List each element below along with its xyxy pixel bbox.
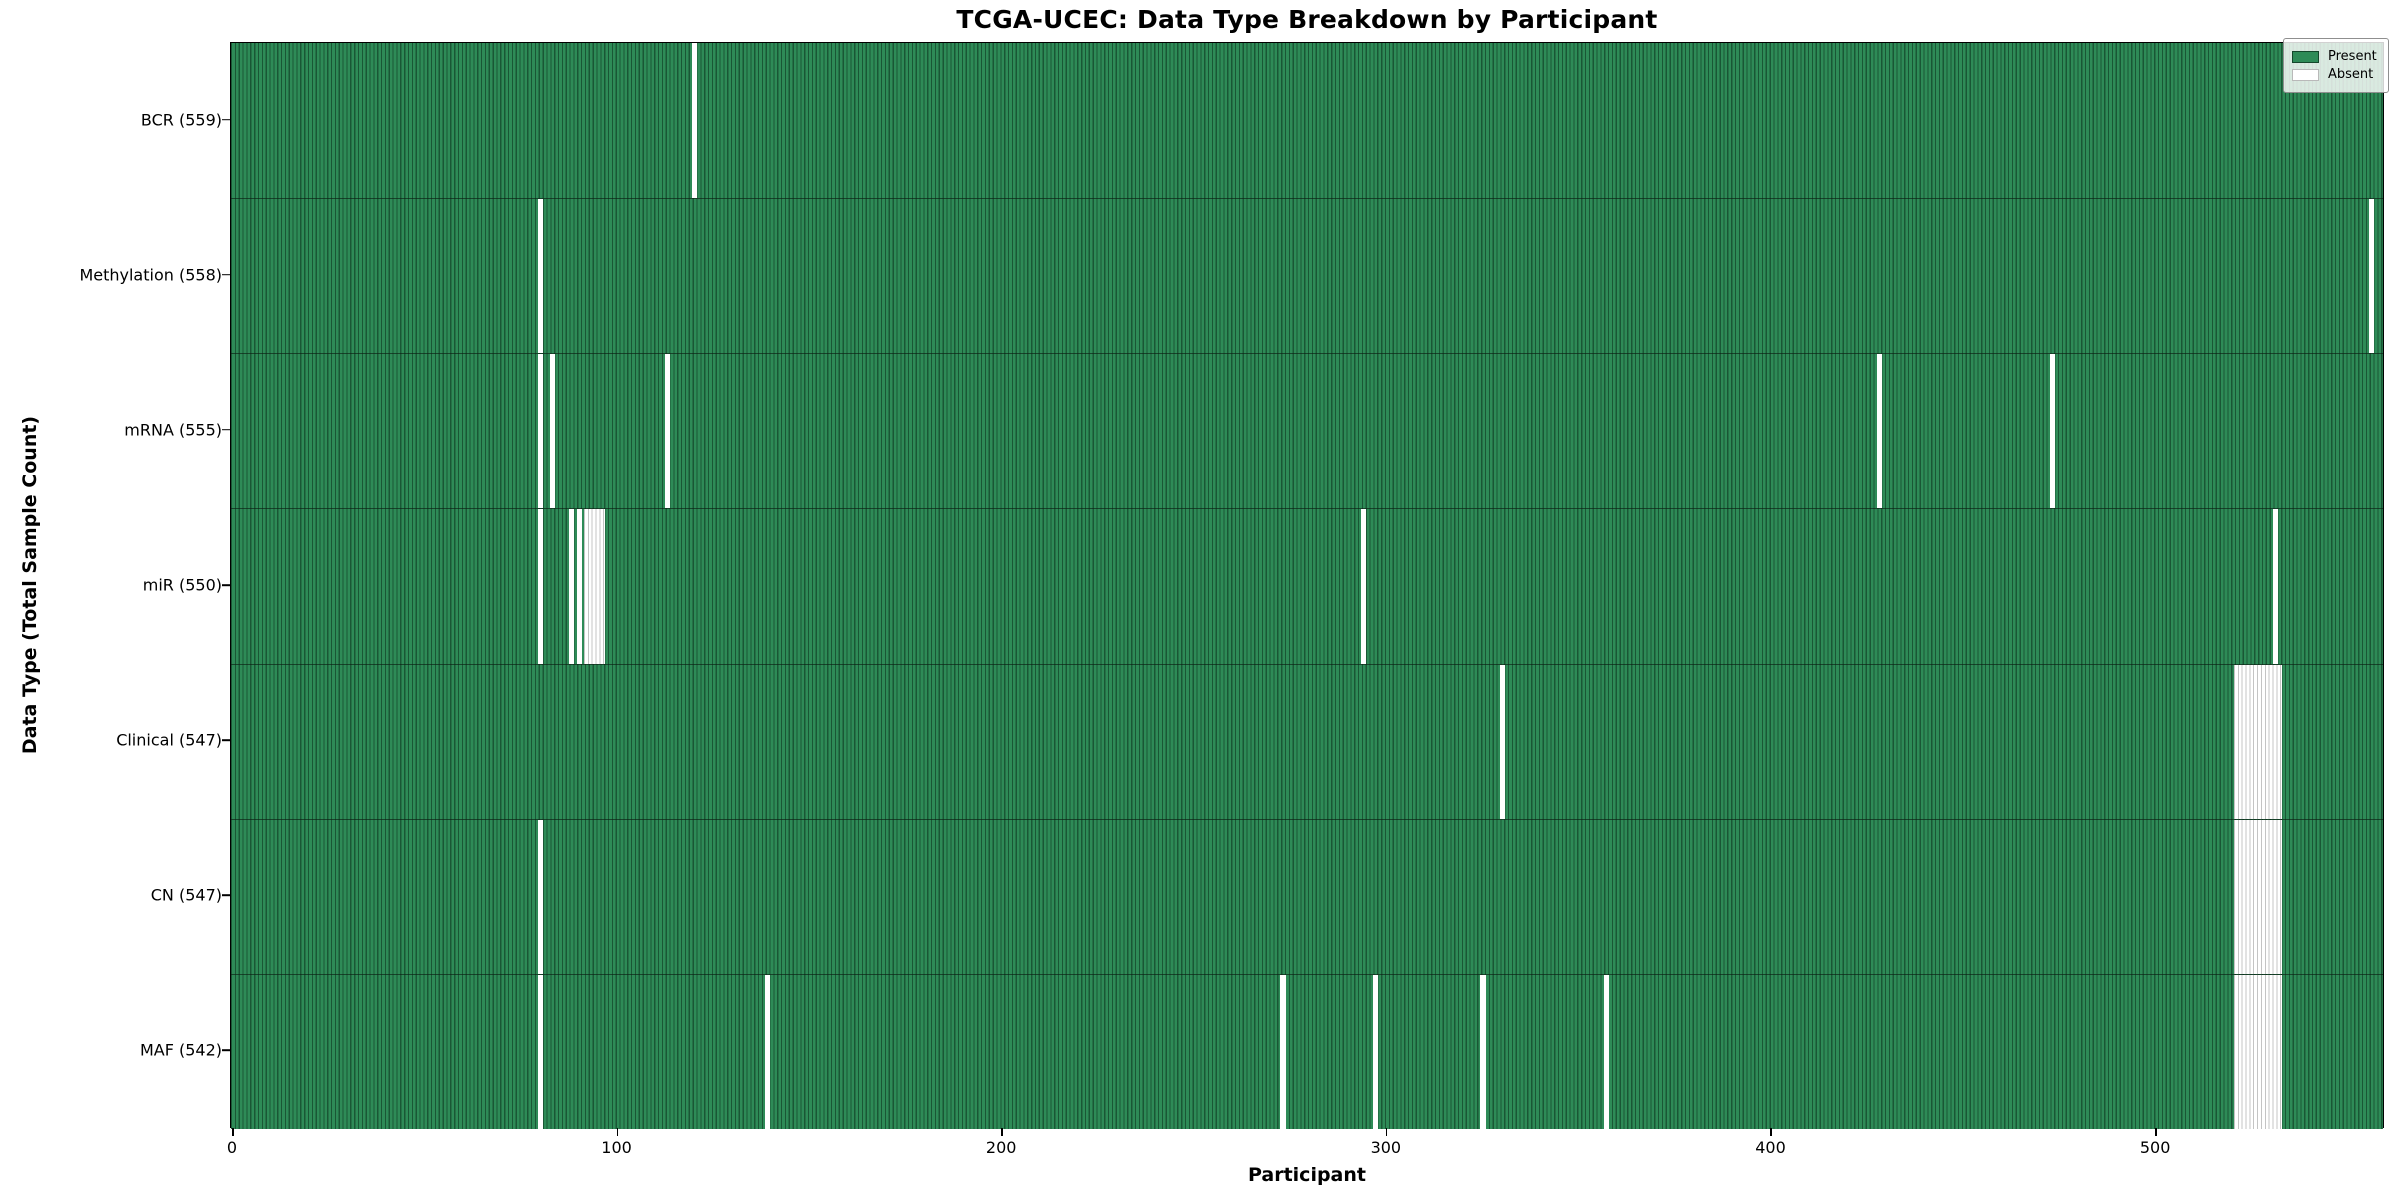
- absent-gap: [2272, 509, 2278, 664]
- y-tick-label: MAF (542): [139, 1040, 222, 1060]
- y-tick-label: Clinical (547): [116, 730, 222, 750]
- legend-label-present: Present: [2328, 49, 2377, 64]
- absent-gap: [2049, 354, 2055, 509]
- absent-gap: [2234, 664, 2282, 819]
- x-tick-label: 400: [1755, 1138, 1786, 1157]
- absent-gap: [1372, 974, 1378, 1129]
- y-tick-label: mRNA (555): [124, 420, 222, 440]
- absent-swatch-icon: [2292, 68, 2319, 81]
- y-tick-mark: [222, 894, 230, 897]
- x-tick-label: 100: [601, 1138, 632, 1157]
- x-tick-label: 300: [1370, 1138, 1402, 1157]
- absent-gap: [2234, 819, 2282, 974]
- data-row-mir: [231, 508, 2383, 664]
- absent-gap: [1361, 509, 1367, 664]
- data-row-mrna: [231, 353, 2383, 509]
- plot-area: [230, 42, 2384, 1129]
- y-tick-mark: [222, 273, 230, 276]
- absent-gap: [1603, 974, 1609, 1129]
- y-tick-mark: [222, 739, 230, 741]
- x-tick-mark: [1001, 1128, 1003, 1136]
- x-tick-label: 0: [226, 1138, 238, 1157]
- absent-gap: [568, 509, 574, 664]
- y-tick-label: BCR (559): [140, 110, 222, 130]
- absent-gap: [538, 509, 544, 664]
- absent-gap: [691, 43, 697, 199]
- y-tick-label: miR (550): [142, 575, 222, 595]
- data-row-methylation: [231, 198, 2383, 354]
- y-tick-label: Methylation (558): [79, 265, 222, 285]
- y-tick-mark: [222, 584, 230, 586]
- present-swatch-icon: [2292, 50, 2319, 63]
- x-tick-mark: [1385, 1128, 1388, 1136]
- absent-gap: [1280, 974, 1286, 1129]
- y-tick-label: CN (547): [150, 885, 222, 905]
- absent-gap: [2234, 974, 2282, 1129]
- absent-gap: [665, 354, 671, 509]
- y-tick-mark: [222, 1049, 230, 1052]
- y-tick-mark: [222, 429, 230, 431]
- legend: Present Absent: [2283, 38, 2389, 93]
- absent-gap: [576, 509, 582, 664]
- x-axis-title: Participant: [1247, 1164, 1366, 1186]
- absent-gap: [538, 974, 544, 1129]
- x-tick-mark: [616, 1128, 619, 1136]
- data-row-bcr: [231, 43, 2383, 199]
- legend-label-absent: Absent: [2328, 67, 2374, 82]
- legend-entry-absent: Absent: [2292, 67, 2379, 82]
- x-tick-label: 500: [2139, 1138, 2171, 1157]
- absent-gap: [1876, 354, 1882, 509]
- x-tick-label: 200: [985, 1138, 1017, 1157]
- absent-gap: [549, 354, 555, 509]
- absent-gap: [1480, 974, 1486, 1129]
- data-row-maf: [231, 973, 2383, 1129]
- data-row-cn: [231, 818, 2383, 974]
- legend-entry-present: Present: [2292, 49, 2379, 64]
- absent-gap: [538, 199, 544, 354]
- absent-gap: [2369, 199, 2375, 354]
- y-tick-mark: [222, 118, 230, 121]
- absent-gap: [538, 354, 544, 509]
- x-tick-mark: [2155, 1128, 2157, 1136]
- x-tick-mark: [231, 1128, 234, 1136]
- chart-title: TCGA-UCEC: Data Type Breakdown by Partic…: [956, 5, 1658, 34]
- data-row-clinical: [231, 663, 2383, 819]
- absent-gap: [538, 819, 544, 974]
- absent-gap: [584, 509, 605, 664]
- absent-gap: [1499, 664, 1505, 819]
- absent-gap: [765, 974, 771, 1129]
- x-tick-mark: [1770, 1128, 1773, 1136]
